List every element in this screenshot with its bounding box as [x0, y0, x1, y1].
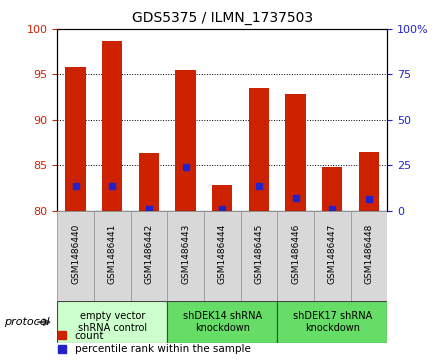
Text: shDEK17 shRNA
knockdown: shDEK17 shRNA knockdown	[293, 311, 372, 333]
Bar	[102, 41, 122, 211]
Text: shDEK14 shRNA
knockdown: shDEK14 shRNA knockdown	[183, 311, 262, 333]
Text: protocol: protocol	[4, 317, 50, 327]
Text: GSM1486440: GSM1486440	[71, 224, 80, 284]
Text: GSM1486442: GSM1486442	[144, 224, 154, 284]
Bar	[249, 88, 269, 211]
Bar	[359, 151, 379, 211]
Bar	[277, 301, 387, 343]
Bar	[94, 211, 131, 301]
Bar	[176, 70, 196, 211]
Text: GSM1486446: GSM1486446	[291, 224, 300, 284]
Bar	[277, 211, 314, 301]
Bar	[131, 211, 167, 301]
Bar	[66, 67, 86, 211]
Bar	[351, 211, 387, 301]
Text: GSM1486445: GSM1486445	[254, 224, 264, 284]
Bar	[322, 167, 342, 211]
Title: GDS5375 / ILMN_1737503: GDS5375 / ILMN_1737503	[132, 11, 313, 25]
Bar	[167, 211, 204, 301]
Bar	[212, 185, 232, 211]
Text: GSM1486448: GSM1486448	[364, 224, 374, 284]
Bar	[57, 211, 94, 301]
Legend: count, percentile rank within the sample: count, percentile rank within the sample	[58, 331, 250, 354]
Bar	[167, 301, 277, 343]
Text: GSM1486447: GSM1486447	[328, 224, 337, 284]
Text: GSM1486444: GSM1486444	[218, 224, 227, 284]
Bar	[286, 94, 306, 211]
Bar	[204, 211, 241, 301]
Text: GSM1486441: GSM1486441	[108, 224, 117, 284]
Bar	[139, 153, 159, 211]
Text: empty vector
shRNA control: empty vector shRNA control	[77, 311, 147, 333]
Bar	[57, 301, 167, 343]
Text: GSM1486443: GSM1486443	[181, 224, 190, 284]
Bar	[241, 211, 277, 301]
Bar	[314, 211, 351, 301]
